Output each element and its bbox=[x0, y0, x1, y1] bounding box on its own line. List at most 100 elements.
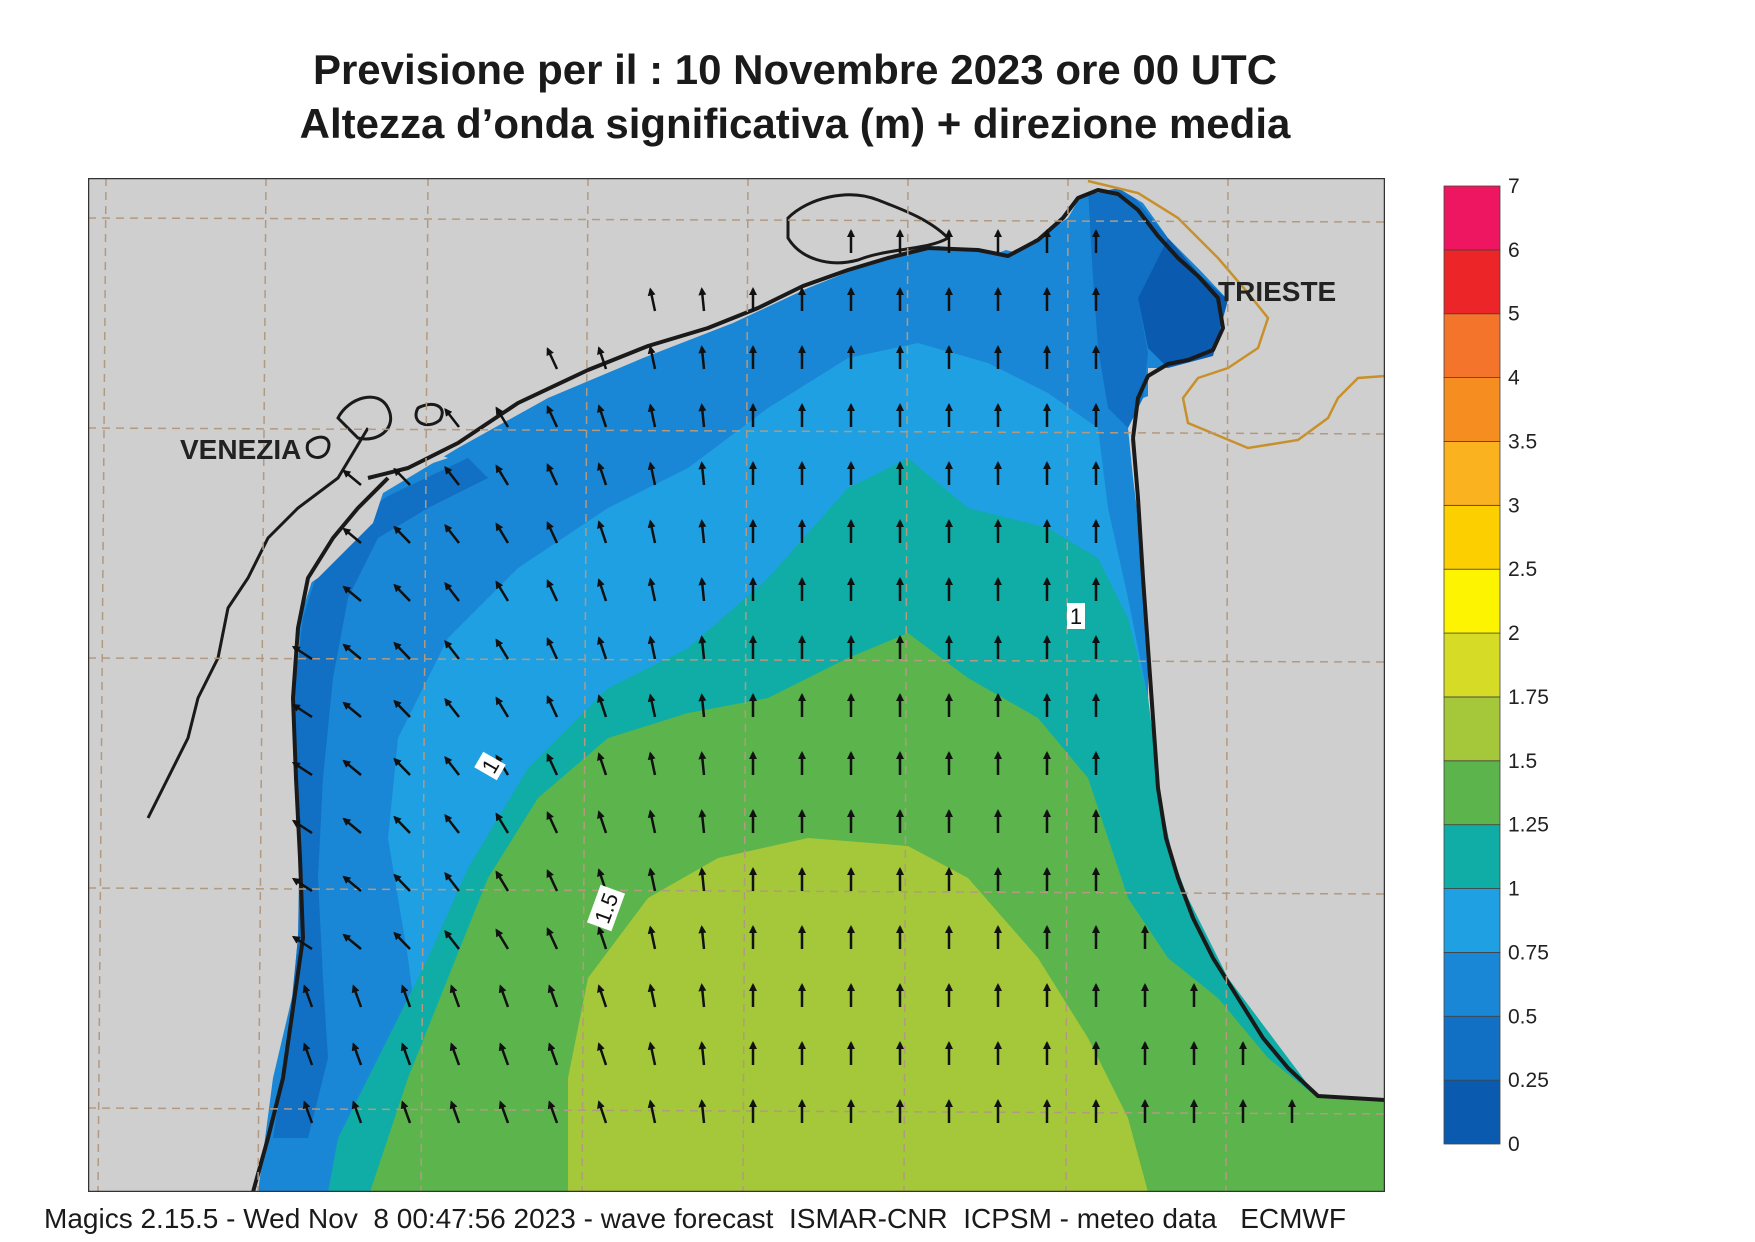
wave-direction-arrow bbox=[495, 812, 510, 834]
wave-direction-arrow bbox=[342, 527, 362, 544]
wave-direction-arrow bbox=[647, 867, 657, 892]
wave-direction-arrow bbox=[495, 406, 510, 428]
legend-color-band bbox=[1443, 952, 1501, 1017]
legend-tick-label: 3.5 bbox=[1508, 430, 1537, 453]
wave-direction-arrow bbox=[342, 701, 362, 718]
wave-direction-arrow bbox=[597, 810, 608, 834]
place-label-venezia: VENEZIA bbox=[180, 434, 301, 465]
wave-direction-arrow bbox=[498, 1042, 510, 1066]
wave-direction-arrow bbox=[597, 404, 608, 428]
wave-direction-arrow bbox=[342, 469, 362, 486]
map-subtitle: Altezza d’onda significativa (m) + direz… bbox=[299, 100, 1291, 147]
wave-direction-arrow bbox=[546, 579, 559, 602]
band-trieste bbox=[1088, 188, 1168, 428]
legend-tick-label: 0.5 bbox=[1508, 1005, 1537, 1028]
wave-direction-arrow bbox=[291, 877, 313, 893]
wave-direction-arrow bbox=[495, 870, 510, 892]
wave-direction-arrow bbox=[647, 403, 657, 428]
land-venice bbox=[88, 178, 448, 1192]
wave-direction-arrow bbox=[698, 751, 707, 776]
wave-direction-arrow bbox=[393, 931, 411, 950]
wave-direction-arrow bbox=[597, 926, 608, 950]
wave-direction-arrow bbox=[444, 698, 460, 718]
legend-tick-label: 6 bbox=[1508, 239, 1520, 262]
legend-tick-label: 1.75 bbox=[1508, 686, 1549, 709]
wave-direction-arrow bbox=[597, 984, 608, 1008]
wave-direction-arrow bbox=[647, 345, 657, 370]
wave-direction-arrow bbox=[444, 582, 460, 602]
wave-direction-arrow bbox=[547, 1042, 559, 1066]
wave-direction-arrow bbox=[291, 935, 313, 951]
wave-direction-arrow bbox=[400, 1100, 412, 1124]
wave-direction-arrow bbox=[547, 1100, 559, 1124]
wave-direction-arrow bbox=[495, 522, 510, 544]
map-title: Previsione per il : 10 Novembre 2023 ore… bbox=[312, 46, 1278, 93]
legend-color-band bbox=[1443, 888, 1501, 953]
wave-direction-arrow bbox=[393, 583, 411, 602]
wave-direction-arrow bbox=[698, 287, 707, 312]
wave-direction-arrow bbox=[546, 463, 559, 486]
wave-direction-arrow bbox=[546, 927, 559, 950]
legend-tick-label: 7 bbox=[1508, 178, 1520, 198]
wave-direction-arrow bbox=[597, 1100, 608, 1124]
wave-direction-arrow bbox=[449, 1100, 461, 1124]
wave-direction-arrow bbox=[302, 1042, 314, 1066]
wave-direction-arrow bbox=[698, 519, 707, 544]
wave-direction-arrow bbox=[444, 872, 460, 892]
wave-direction-arrow bbox=[546, 695, 559, 718]
wave-direction-arrow bbox=[393, 815, 411, 834]
coastline-west bbox=[251, 476, 390, 1192]
legend-color-band bbox=[1443, 313, 1501, 379]
legend-color-band bbox=[1443, 249, 1501, 315]
wave-direction-arrow bbox=[444, 524, 460, 544]
wave-direction-arrow bbox=[647, 693, 657, 718]
wave-direction-arrow bbox=[546, 405, 559, 428]
legend-tick-label: 1 bbox=[1508, 878, 1520, 901]
wave-direction-arrow bbox=[444, 756, 460, 776]
wave-direction-arrow bbox=[647, 751, 657, 776]
legend-color-band bbox=[1443, 377, 1501, 442]
wave-direction-arrow bbox=[547, 984, 559, 1008]
lagoon-islands bbox=[305, 395, 444, 459]
wave-direction-arrow bbox=[291, 703, 313, 719]
wave-direction-arrow bbox=[647, 461, 657, 486]
wave-direction-arrow bbox=[393, 641, 411, 660]
land-istria bbox=[1138, 358, 1385, 1098]
wave-direction-arrow bbox=[597, 694, 608, 718]
legend-color-band bbox=[1443, 1079, 1501, 1145]
wave-direction-arrow bbox=[597, 636, 608, 660]
place-label-trieste: TRIESTE bbox=[1218, 276, 1336, 307]
coastline-istria bbox=[1131, 437, 1385, 1102]
wave-direction-arrow bbox=[495, 928, 510, 950]
wave-direction-arrow bbox=[393, 525, 411, 544]
wave-direction-arrow bbox=[444, 930, 460, 950]
wave-direction-arrow bbox=[647, 1099, 657, 1124]
wave-direction-arrow bbox=[393, 873, 411, 892]
band-15-175 bbox=[568, 838, 1148, 1192]
wave-direction-arrow bbox=[302, 984, 314, 1008]
wave-direction-arrow bbox=[291, 645, 313, 661]
wave-direction-arrow bbox=[698, 577, 707, 602]
contour-label-text: 1 bbox=[1070, 604, 1082, 629]
wave-direction-arrow bbox=[302, 1100, 314, 1124]
wave-direction-arrow bbox=[393, 699, 411, 718]
legend-color-band bbox=[1443, 632, 1501, 698]
wave-direction-arrow bbox=[495, 464, 510, 486]
wave-height-map: 1 1 1.5 VENEZIA TRIESTE bbox=[88, 178, 1385, 1192]
legend-tick-label: 0.25 bbox=[1508, 1069, 1549, 1092]
contour-label: 1 bbox=[1067, 603, 1085, 629]
map-frame bbox=[88, 178, 1385, 1192]
wave-direction-arrow bbox=[351, 1042, 363, 1066]
wave-direction-arrow bbox=[597, 520, 608, 544]
wave-direction-arrow bbox=[698, 1041, 707, 1066]
wave-direction-arrow bbox=[698, 403, 707, 428]
wave-direction-arrow bbox=[495, 638, 510, 660]
legend-tick-label: 1.5 bbox=[1508, 750, 1537, 773]
wave-direction-arrow bbox=[342, 933, 362, 950]
wave-direction-arrow bbox=[698, 1099, 707, 1124]
wave-direction-arrow bbox=[597, 1042, 608, 1066]
wave-direction-arrow bbox=[351, 984, 363, 1008]
wave-direction-arrow bbox=[444, 814, 460, 834]
wave-direction-arrow bbox=[342, 585, 362, 602]
deep-patch-trieste bbox=[1138, 238, 1228, 368]
